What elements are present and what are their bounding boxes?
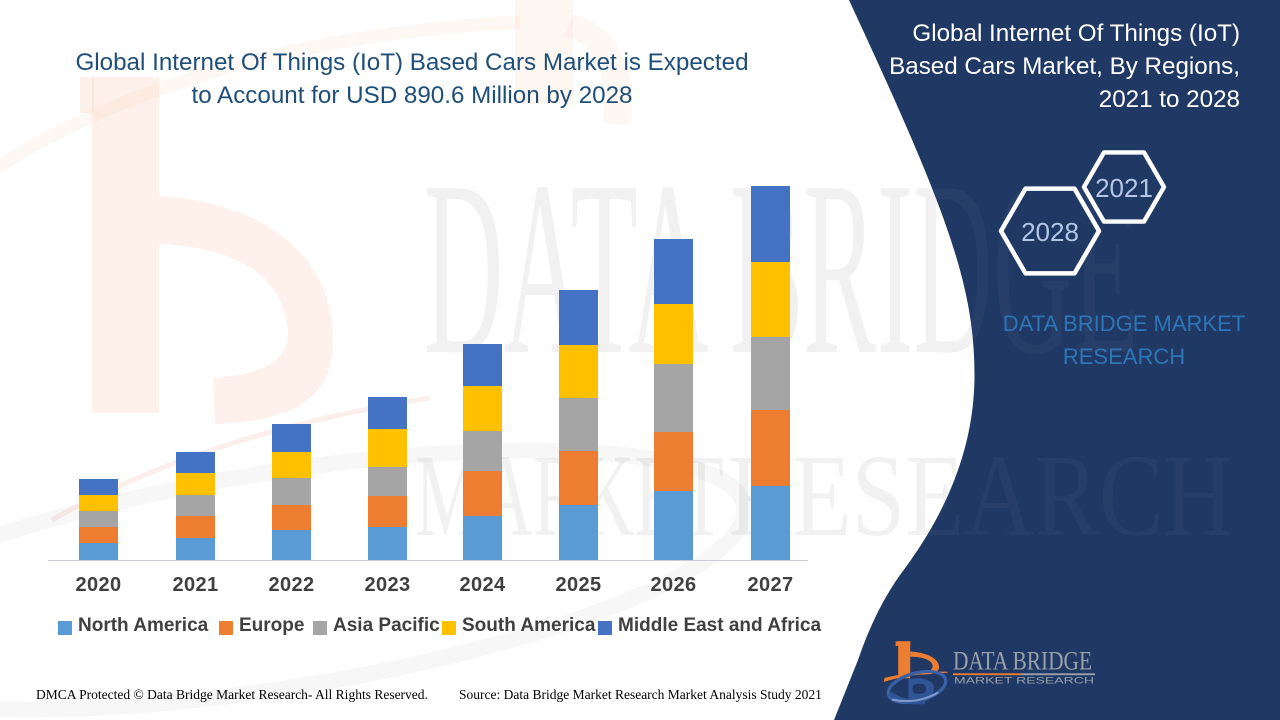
svg-text:RESEARCH: RESEARCH xyxy=(728,431,1233,561)
svg-text:DATA BRIDGE: DATA BRIDGE xyxy=(953,646,1092,675)
svg-text:2021: 2021 xyxy=(1095,173,1153,203)
svg-text:2028: 2028 xyxy=(1021,217,1079,247)
svg-text:MARKET RESEARCH: MARKET RESEARCH xyxy=(954,676,1094,687)
